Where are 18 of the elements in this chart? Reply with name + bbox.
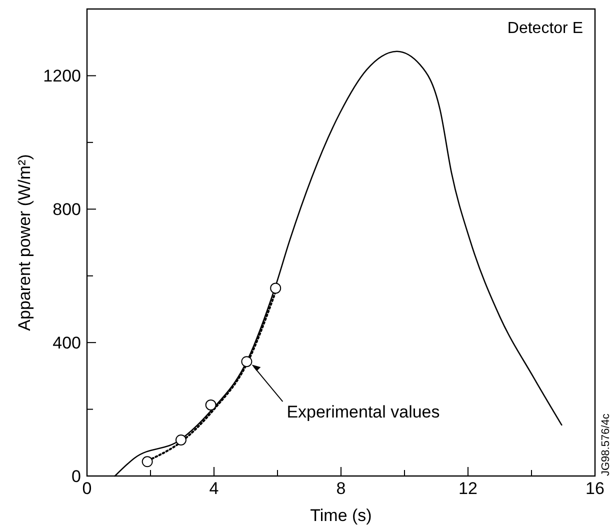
y-tick-label: 400 [52,334,81,353]
x-tick-label: 4 [209,479,219,498]
y-tick-label: 800 [52,200,81,220]
x-axis-title: Time (s) [310,506,372,525]
y-tick-label: 0 [72,467,81,486]
x-tick-label: 8 [336,479,346,498]
x-tick-label: 12 [458,479,478,498]
point [270,282,282,294]
text: JG98.576/4c [600,413,612,476]
x-tick-label: 16 [586,479,604,498]
point [205,399,216,410]
annotation: Experimental values [286,402,440,422]
annotation: Detector E [507,20,583,37]
point [175,434,186,446]
point [142,456,153,468]
point [241,356,252,368]
y-axis-title: Apparent power (W/m²) [15,154,34,331]
y-tick-label: 1200 [43,66,81,86]
